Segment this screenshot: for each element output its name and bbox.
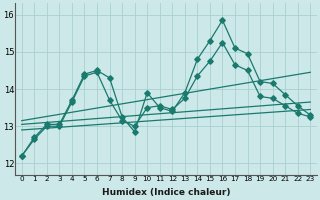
X-axis label: Humidex (Indice chaleur): Humidex (Indice chaleur) xyxy=(102,188,230,197)
